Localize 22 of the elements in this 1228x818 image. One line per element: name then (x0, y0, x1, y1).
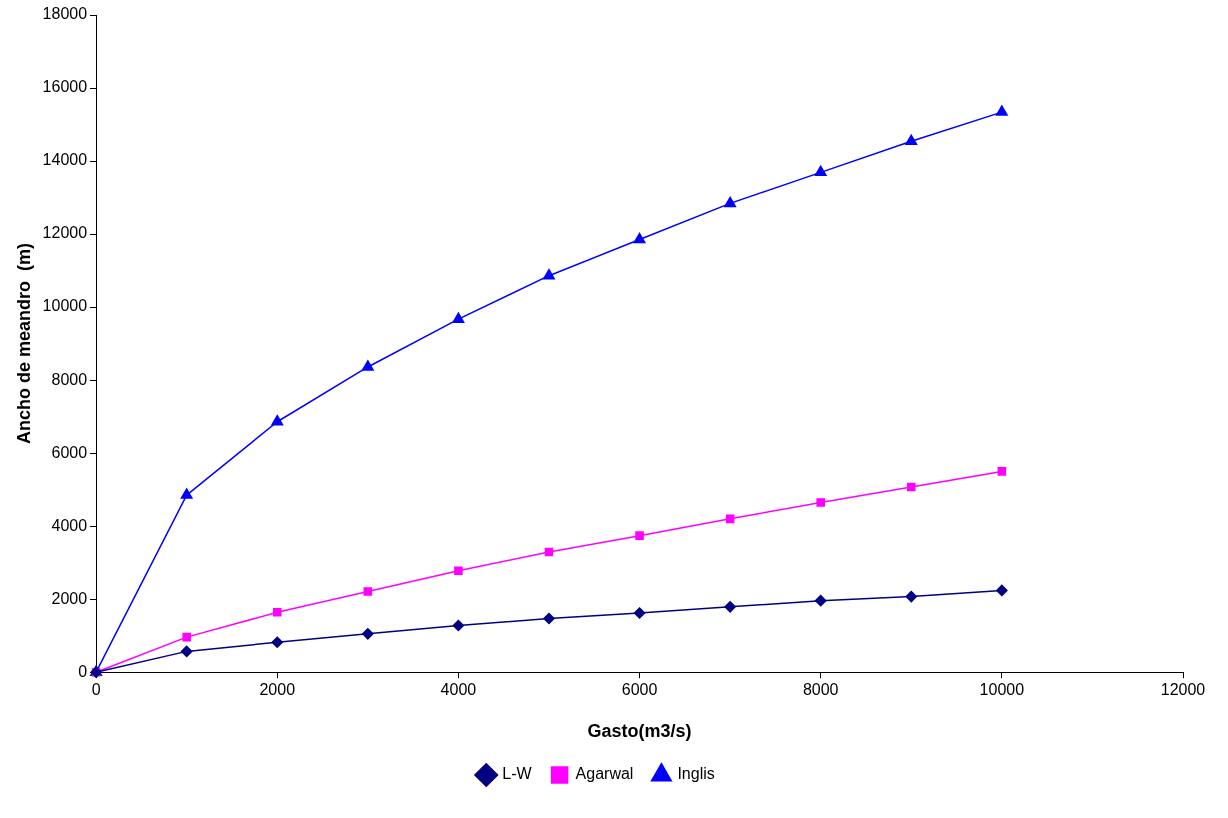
x-tick-label: 12000 (1160, 681, 1206, 699)
y-tick-label: 12000 (42, 224, 88, 242)
x-tick-label: 8000 (802, 681, 839, 699)
y-tick-label: 2000 (51, 589, 88, 607)
y-tick-label: 6000 (51, 443, 88, 461)
x-tick-label: 6000 (621, 681, 658, 699)
y-tick-label: 14000 (42, 151, 88, 169)
legend-label: Inglis (677, 765, 715, 783)
y-axis-title: Ancho de meandro (m) (13, 243, 34, 445)
y-tick-label: 10000 (42, 297, 88, 315)
legend-label: Agarwal (575, 765, 634, 783)
y-tick-label: 4000 (51, 516, 88, 534)
x-tick-label: 4000 (440, 681, 477, 699)
x-tick-label: 0 (91, 681, 101, 699)
y-tick-label: 8000 (51, 370, 88, 388)
y-tick-label: 0 (78, 662, 88, 680)
x-axis-title: Gasto(m3/s) (587, 721, 692, 742)
legend-label: L-W (502, 765, 533, 783)
y-tick-label: 18000 (42, 5, 88, 23)
x-tick-label: 10000 (979, 681, 1025, 699)
y-tick-label: 16000 (42, 78, 88, 96)
x-tick-label: 2000 (259, 681, 296, 699)
